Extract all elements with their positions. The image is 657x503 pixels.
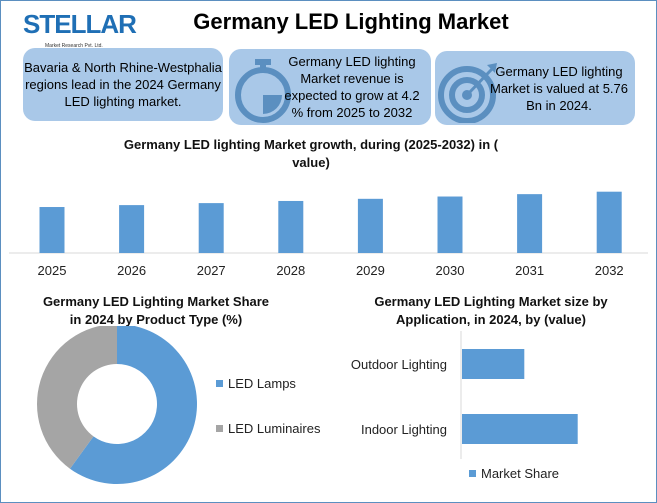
x-tick-label: 2026 bbox=[117, 263, 146, 278]
y-tick-label: Outdoor Lighting bbox=[351, 357, 447, 372]
x-tick-label: 2030 bbox=[436, 263, 465, 278]
legend-led-lamps: LED Lamps bbox=[216, 376, 296, 391]
x-tick-label: 2028 bbox=[276, 263, 305, 278]
application-chart-title: Germany LED Lighting Market size by Appl… bbox=[374, 294, 608, 327]
stellar-logo: STELLAR Market Research Pvt. Ltd. bbox=[23, 9, 137, 49]
slice-led-lamps bbox=[69, 326, 197, 484]
card-text: Germany LED lighting Market revenue is e… bbox=[284, 54, 420, 120]
legend-market-share: Market Share bbox=[469, 466, 559, 481]
x-tick-label: 2025 bbox=[38, 263, 67, 278]
bar-2025 bbox=[39, 207, 65, 253]
x-tick-label: 2029 bbox=[356, 263, 385, 278]
bar-indoor-lighting bbox=[462, 414, 578, 444]
x-tick-label: 2027 bbox=[197, 263, 226, 278]
y-tick-label: Indoor Lighting bbox=[361, 422, 447, 437]
legend-swatch bbox=[216, 425, 223, 432]
legend-swatch bbox=[469, 470, 476, 477]
bar-2030 bbox=[437, 196, 463, 253]
x-tick-label: 2032 bbox=[595, 263, 624, 278]
card-text: Germany LED lighting Market is valued at… bbox=[489, 63, 629, 113]
info-card-regions: Bavaria & North Rhine-Westphalia regions… bbox=[23, 48, 223, 121]
growth-chart-title: Germany LED lighting Market growth, duri… bbox=[123, 137, 499, 170]
legend-label: LED Lamps bbox=[228, 376, 296, 391]
bar-2028 bbox=[278, 200, 304, 253]
share-donut-chart bbox=[37, 326, 197, 484]
growth-bar-chart: 2025 2026 2027 2028 2029 2030 2031 2032 bbox=[9, 191, 648, 278]
x-tick-label: 2031 bbox=[515, 263, 544, 278]
card-text: Bavaria & North Rhine-Westphalia regions… bbox=[24, 60, 222, 109]
legend-label: LED Luminaires bbox=[228, 421, 321, 436]
stopwatch-icon bbox=[235, 59, 291, 123]
application-bar-chart: Outdoor Lighting Indoor Lighting bbox=[351, 331, 578, 459]
legend-led-luminaires: LED Luminaires bbox=[216, 421, 321, 436]
bar-2026 bbox=[119, 205, 145, 253]
bar-2032 bbox=[596, 191, 622, 253]
legend-label: Market Share bbox=[481, 466, 560, 481]
slice-led-luminaires bbox=[37, 326, 117, 469]
target-icon bbox=[438, 63, 497, 123]
bar-2027 bbox=[198, 203, 224, 253]
bar-2031 bbox=[517, 194, 543, 253]
info-card-growth: Germany LED lighting Market revenue is e… bbox=[229, 49, 431, 125]
info-card-value: Germany LED lighting Market is valued at… bbox=[435, 51, 635, 125]
share-chart-title: Germany LED Lighting Market Share in 202… bbox=[42, 294, 270, 327]
bar-2029 bbox=[357, 198, 383, 253]
page-title: Germany LED Lighting Market bbox=[193, 9, 509, 34]
legend-swatch bbox=[216, 380, 223, 387]
bar-outdoor-lighting bbox=[462, 349, 525, 379]
